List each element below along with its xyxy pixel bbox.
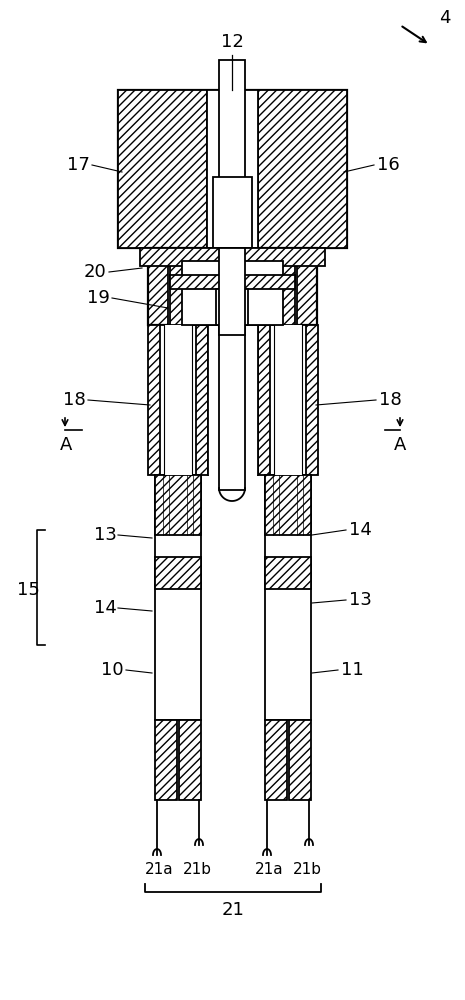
Bar	[160, 325, 196, 475]
Bar	[140, 248, 325, 266]
Text: 13: 13	[349, 591, 372, 609]
Bar	[258, 90, 347, 248]
Text: 16: 16	[377, 156, 399, 174]
Bar	[207, 90, 258, 248]
Text: 21: 21	[221, 901, 245, 919]
Text: 21a: 21a	[255, 862, 283, 878]
Text: 18: 18	[63, 391, 86, 409]
Bar	[216, 289, 248, 325]
Bar	[168, 256, 297, 325]
Text: A: A	[394, 436, 406, 454]
Text: 18: 18	[379, 391, 401, 409]
Bar	[155, 475, 201, 720]
Text: A: A	[60, 436, 72, 454]
Text: 12: 12	[220, 33, 244, 51]
Text: 14: 14	[93, 599, 116, 617]
Text: 21b: 21b	[292, 862, 321, 878]
Bar	[274, 325, 302, 475]
Bar	[265, 475, 311, 720]
Text: 19: 19	[86, 289, 109, 307]
Text: 15: 15	[17, 581, 40, 599]
Bar	[219, 325, 245, 490]
Bar	[118, 90, 347, 248]
Bar	[170, 253, 295, 325]
Bar	[118, 90, 207, 248]
Bar	[155, 557, 201, 589]
Text: 11: 11	[341, 661, 363, 679]
Text: 21a: 21a	[145, 862, 173, 878]
Text: 4: 4	[439, 9, 451, 27]
Text: 14: 14	[349, 521, 372, 539]
Bar	[148, 248, 317, 325]
Bar	[170, 275, 295, 289]
Text: 20: 20	[84, 263, 106, 281]
Bar	[265, 557, 311, 589]
Bar	[164, 325, 192, 475]
Bar	[219, 60, 245, 268]
Bar	[258, 325, 318, 475]
Bar	[265, 720, 287, 800]
Bar	[155, 475, 201, 535]
Bar	[208, 325, 258, 475]
Bar	[289, 720, 311, 800]
Bar	[155, 720, 177, 800]
Bar	[179, 720, 201, 800]
Bar	[270, 325, 306, 475]
Bar	[265, 475, 311, 535]
Bar	[148, 325, 208, 475]
Bar	[219, 248, 245, 335]
Bar	[182, 261, 283, 325]
Text: 10: 10	[101, 661, 123, 679]
Text: 21b: 21b	[182, 862, 212, 878]
Text: 13: 13	[93, 526, 116, 544]
Bar	[213, 177, 252, 248]
Text: 17: 17	[66, 156, 89, 174]
